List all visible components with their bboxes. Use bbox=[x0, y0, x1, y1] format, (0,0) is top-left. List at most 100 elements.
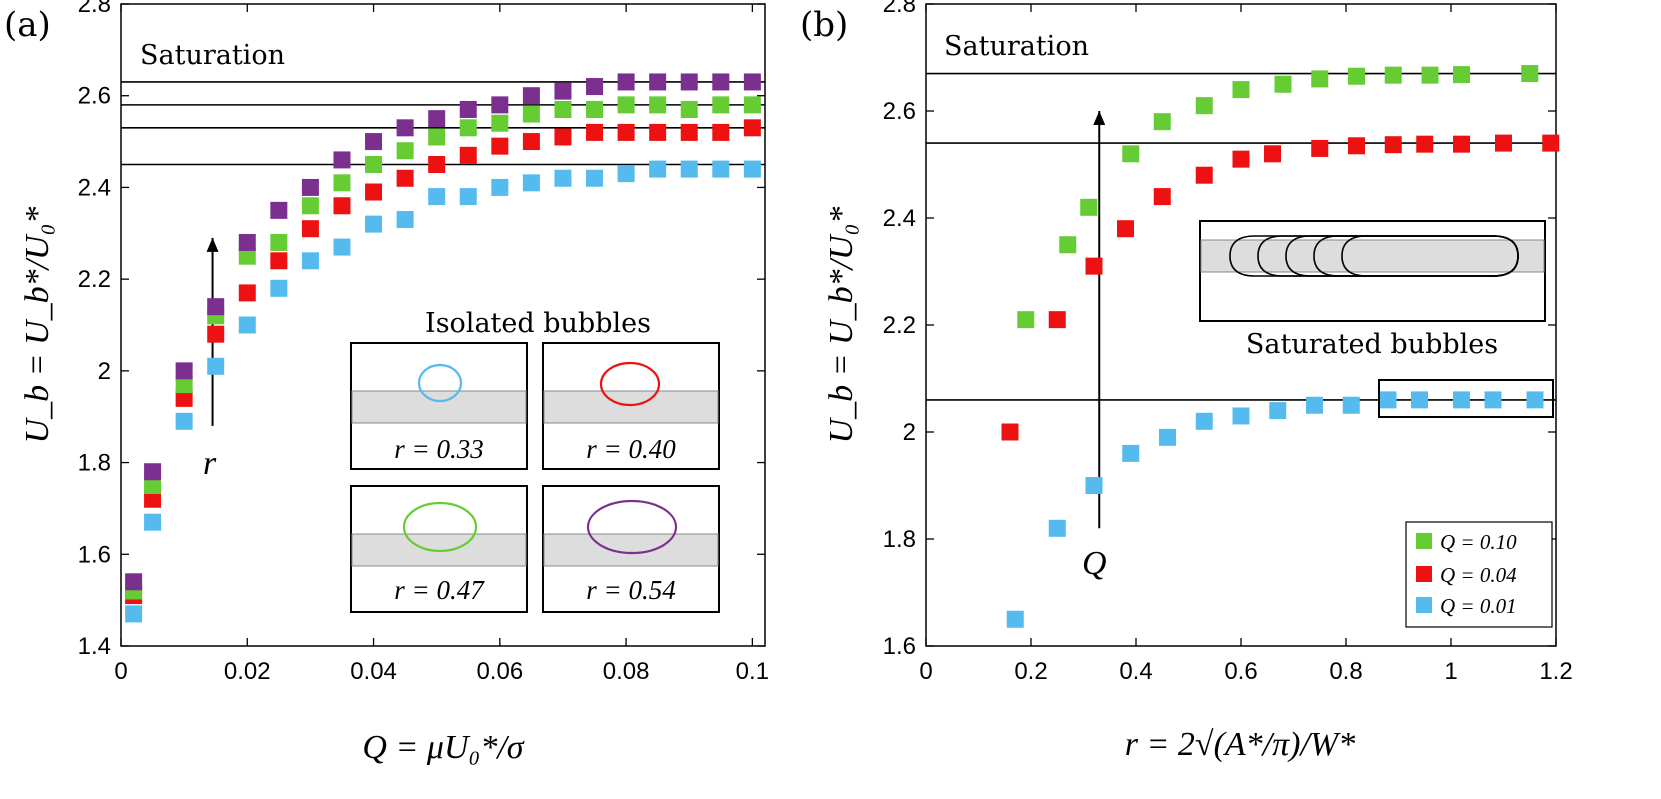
bubble-outline-blue bbox=[417, 363, 463, 403]
panel-b-label: (b) bbox=[800, 5, 848, 45]
panel-a-saturation-label: Saturation bbox=[140, 40, 285, 71]
panel-a-point-green bbox=[649, 96, 667, 114]
panel-a-point-purple bbox=[649, 73, 667, 91]
panel-a-point-green bbox=[522, 105, 540, 123]
panel-a-point-green bbox=[270, 233, 288, 251]
panel-a-point-purple bbox=[586, 78, 604, 96]
panel-a-point-purple bbox=[680, 73, 698, 91]
panel-a-point-blue bbox=[270, 279, 288, 297]
panel-a-point-red bbox=[680, 123, 698, 141]
panel-a-point-green bbox=[238, 247, 256, 265]
panel-a-point-blue bbox=[491, 178, 509, 196]
panel-a-inset-label-4: r = 0.54 bbox=[586, 575, 675, 605]
panel-b-arrow-label: Q bbox=[1082, 545, 1107, 582]
panel-a-point-red bbox=[175, 389, 193, 407]
panel-a-point-red bbox=[743, 119, 761, 137]
panel-b-point-blue bbox=[1484, 391, 1502, 409]
panel-b-point-green bbox=[1453, 66, 1470, 84]
channel-band bbox=[543, 390, 719, 424]
panel-a-point-blue bbox=[125, 605, 143, 623]
panel-b-point-red bbox=[1117, 220, 1134, 238]
panel-a-inset-label-3: r = 0.47 bbox=[394, 575, 485, 605]
panel-a-point-blue bbox=[175, 412, 193, 430]
panel-a-x-tick-label: 0.1 bbox=[736, 658, 769, 685]
panel-a-y-tick-label: 2.6 bbox=[78, 83, 111, 110]
legend-marker-blue bbox=[1416, 597, 1432, 613]
panel-a-y-tick-label: 2.8 bbox=[78, 0, 111, 18]
panel-b-x-tick-label: 0 bbox=[919, 658, 932, 685]
panel-a-x-tick-label: 0.04 bbox=[350, 658, 397, 685]
bubble-outline-purple bbox=[586, 499, 678, 555]
panel-a-point-purple bbox=[712, 73, 730, 91]
panel-b-y-tick-label: 2.6 bbox=[883, 98, 916, 125]
panel-a-point-purple bbox=[144, 463, 162, 481]
panel-b-point-green bbox=[1274, 75, 1292, 93]
panel-b-point-blue bbox=[1269, 402, 1287, 420]
panel-a-label: (a) bbox=[4, 5, 51, 45]
panel-a-point-red bbox=[586, 123, 604, 141]
panel-a-point-red bbox=[712, 123, 730, 141]
panel-a-point-purple bbox=[554, 82, 572, 100]
panel-a-point-purple bbox=[301, 178, 319, 196]
panel-b-point-green bbox=[1421, 66, 1439, 84]
panel-b-x-tick-label: 0.8 bbox=[1329, 658, 1362, 685]
panel-a-point-blue bbox=[144, 513, 162, 531]
panel-a-point-red bbox=[617, 123, 635, 141]
panel-a-point-green bbox=[301, 197, 319, 215]
panel-a-y-axis-label: U_b = U_b*/U₀* bbox=[19, 207, 56, 444]
panel-b-point-red bbox=[1453, 135, 1470, 153]
panel-b-point-blue bbox=[1122, 444, 1140, 462]
panel-b-point-blue bbox=[1306, 396, 1323, 414]
panel-b-point-red bbox=[1311, 139, 1329, 157]
panel-b-point-blue bbox=[1342, 396, 1360, 414]
panel-a-point-blue bbox=[680, 160, 698, 178]
panel-a-point-purple bbox=[365, 133, 383, 151]
panel-b-x-tick-label: 1 bbox=[1444, 658, 1457, 685]
panel-a-inset-label-2: r = 0.40 bbox=[586, 434, 676, 464]
panel-a-point-blue bbox=[522, 174, 540, 192]
panel-b-legend-entry-1: Q = 0.10 bbox=[1440, 530, 1517, 554]
panel-a-point-blue bbox=[207, 357, 225, 375]
panel-a-point-red bbox=[428, 156, 446, 173]
panel-a-point-purple bbox=[175, 362, 193, 380]
panel-b-point-blue bbox=[1159, 428, 1176, 446]
panel-a-point-purple bbox=[522, 87, 540, 105]
panel-b-y-tick-label: 2 bbox=[903, 419, 916, 446]
panel-a-point-green bbox=[396, 142, 414, 160]
panel-b-point-blue bbox=[1195, 412, 1213, 430]
panel-b-point-red bbox=[1001, 423, 1019, 441]
panel-b-x-tick-label: 0.2 bbox=[1014, 658, 1047, 685]
panel-b-point-red bbox=[1153, 188, 1171, 206]
panel-a-point-green bbox=[144, 477, 162, 494]
panel-a-inset-title: Isolated bubbles bbox=[425, 308, 651, 339]
panel-a-x-tick-label: 0.08 bbox=[603, 658, 650, 685]
panel-a-point-purple bbox=[333, 151, 351, 169]
panel-b-point-green bbox=[1195, 97, 1213, 115]
panel-a-point-green bbox=[428, 128, 446, 146]
panel-a-point-red bbox=[301, 220, 319, 238]
panel-a-point-green bbox=[743, 96, 761, 114]
panel-b-point-red bbox=[1048, 311, 1066, 329]
panel-b-point-green bbox=[1348, 67, 1365, 85]
panel-b-point-blue bbox=[1411, 391, 1428, 409]
panel-a-point-blue bbox=[712, 160, 730, 178]
panel-a-x-axis-label: Q = μU₀*/σ bbox=[362, 729, 524, 766]
panel-b-point-blue bbox=[1085, 477, 1103, 494]
panel-a-point-red bbox=[522, 133, 540, 151]
panel-a-point-red bbox=[207, 325, 225, 343]
panel-a-point-green bbox=[712, 96, 730, 114]
panel-a-inset-label-1: r = 0.33 bbox=[394, 434, 483, 464]
panel-a-point-blue bbox=[459, 188, 477, 206]
panel-a-point-red bbox=[144, 490, 162, 508]
panel-b-point-blue bbox=[1453, 391, 1470, 409]
panel-a-y-tick-label: 2 bbox=[98, 358, 111, 385]
panel-a-point-green bbox=[554, 100, 572, 118]
panel-a-arrow-head bbox=[206, 237, 219, 252]
panel-a-point-blue bbox=[333, 238, 351, 256]
panel-b-point-red bbox=[1195, 166, 1213, 184]
panel-b-point-green bbox=[1059, 236, 1077, 254]
panel-b-point-green bbox=[1153, 113, 1171, 131]
panel-b-y-tick-label: 2.8 bbox=[883, 0, 916, 18]
panel-a-point-red bbox=[365, 183, 383, 201]
